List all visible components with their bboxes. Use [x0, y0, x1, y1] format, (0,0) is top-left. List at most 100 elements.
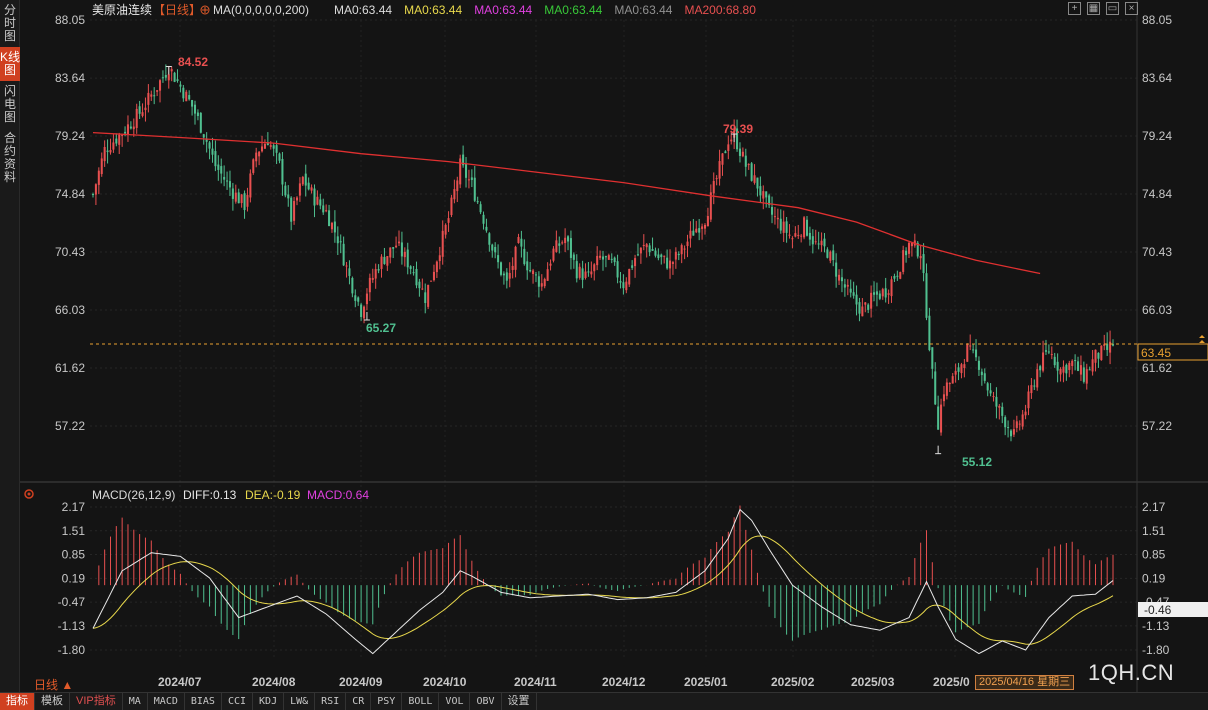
restore-icon[interactable]: ▭ — [1106, 2, 1119, 15]
candle-body — [121, 134, 124, 136]
macd-cursor-value: -0.46 — [1144, 603, 1172, 617]
indicator-tab[interactable]: 设置 — [502, 693, 537, 710]
candlestick-series — [91, 64, 1115, 455]
macd-cursor-tag: -0.46 — [1138, 602, 1208, 617]
indicator-tab[interactable]: KDJ — [253, 693, 285, 710]
candle-body — [1077, 361, 1080, 371]
indicator-tab[interactable]: MACD — [148, 693, 185, 710]
candle-body — [639, 247, 642, 254]
candle-body — [409, 266, 412, 269]
candle-body — [167, 74, 170, 81]
candle-body — [485, 226, 488, 231]
price-tick-right: 74.84 — [1142, 187, 1172, 201]
candle-body — [185, 91, 188, 102]
candle-body — [132, 126, 135, 130]
candle-body — [628, 268, 631, 285]
candle-body — [328, 210, 331, 227]
ma-value: MA0:63.44 — [544, 3, 602, 17]
price-tick-left: 66.03 — [55, 303, 85, 317]
candle-body — [94, 184, 97, 195]
candle-body — [336, 236, 339, 244]
candle-body — [170, 69, 173, 72]
candle-body — [607, 255, 610, 260]
candle-body — [820, 240, 823, 246]
candle-body — [875, 291, 878, 295]
candle-body — [135, 108, 138, 128]
indicator-tab[interactable]: BIAS — [185, 693, 222, 710]
candle-body — [491, 244, 494, 251]
indicator-tab[interactable]: VOL — [439, 693, 471, 710]
candle-body — [526, 261, 529, 271]
candle-body — [91, 194, 95, 196]
candle-body — [427, 284, 430, 307]
candle-body — [858, 302, 861, 314]
candle-body — [552, 248, 555, 261]
candle-body — [511, 265, 514, 271]
candle-body — [252, 159, 255, 173]
month-label: 2024/10 — [423, 675, 467, 689]
price-chart[interactable]: 88.05 88.05 83.64 83.64 79.24 79.24 74.84 74.84… — [0, 0, 1208, 692]
indicator-tab[interactable]: RSI — [315, 693, 347, 710]
candle-body — [182, 87, 185, 99]
window-controls: + ▦ ▭ × — [1068, 2, 1138, 15]
candle-body — [701, 226, 704, 229]
indicator-tab[interactable]: BOLL — [402, 693, 440, 710]
candle-body — [272, 145, 275, 149]
indicator-tab[interactable]: CR — [346, 693, 372, 710]
candle-body — [689, 230, 692, 239]
candle-body — [438, 255, 441, 262]
candle-body — [124, 131, 127, 134]
candle-body — [164, 75, 167, 78]
candle-body — [465, 163, 468, 178]
candle-body — [569, 238, 572, 258]
close-icon[interactable]: × — [1125, 2, 1138, 15]
candle-body — [645, 244, 648, 248]
candle-body — [325, 210, 328, 212]
tab-contract-info[interactable]: 合约资料 — [3, 131, 16, 184]
tab-kline[interactable]: K线图 — [0, 47, 20, 81]
indicator-tab[interactable]: VIP指标 — [70, 693, 123, 710]
candle-body — [616, 261, 619, 278]
candle-body — [447, 218, 450, 223]
candle-body — [354, 295, 357, 301]
period-selector[interactable]: 日线 ▲ — [34, 678, 74, 692]
candle-body — [884, 288, 887, 298]
candle-body — [989, 390, 992, 394]
candle-body — [415, 268, 418, 286]
candle-body — [1033, 385, 1036, 387]
candle-body — [896, 275, 899, 277]
candle-body — [482, 214, 485, 224]
candle-body — [220, 166, 223, 174]
candle-body — [1042, 352, 1045, 371]
macd-tick-left: -1.80 — [58, 643, 86, 657]
candle-body — [199, 112, 202, 133]
candle-body — [339, 241, 342, 243]
indicator-tab[interactable]: 模板 — [35, 693, 70, 710]
candle-body — [564, 237, 567, 244]
candle-body — [357, 297, 360, 302]
candle-body — [316, 196, 319, 205]
indicator-tab[interactable]: 指标 — [0, 693, 35, 710]
ma-value: MA0:63.44 — [334, 3, 392, 17]
indicator-tab[interactable]: MA — [123, 693, 148, 710]
candle-body — [610, 258, 613, 260]
tab-timeshare[interactable]: 分时图 — [3, 3, 16, 43]
tab-flash[interactable]: 闪电图 — [3, 84, 16, 124]
indicator-tab[interactable]: OBV — [470, 693, 502, 710]
candle-body — [243, 193, 246, 211]
candle-body — [803, 217, 806, 238]
candle-body — [727, 144, 730, 151]
cursor-date: 2025/04/16 星期三 — [975, 675, 1075, 690]
candle-body — [450, 197, 453, 216]
indicator-tab[interactable]: PSY — [371, 693, 403, 710]
indicator-tab[interactable]: CCI — [222, 693, 254, 710]
candle-body — [214, 151, 217, 167]
indicator-tab[interactable]: LW& — [284, 693, 316, 710]
expand-icon[interactable]: + — [1068, 2, 1081, 15]
candle-body — [383, 256, 386, 264]
candle-body — [963, 364, 966, 368]
candle-body — [278, 153, 281, 161]
candle-body — [768, 195, 771, 206]
candle-body — [421, 288, 424, 290]
grid-icon[interactable]: ▦ — [1087, 2, 1100, 15]
